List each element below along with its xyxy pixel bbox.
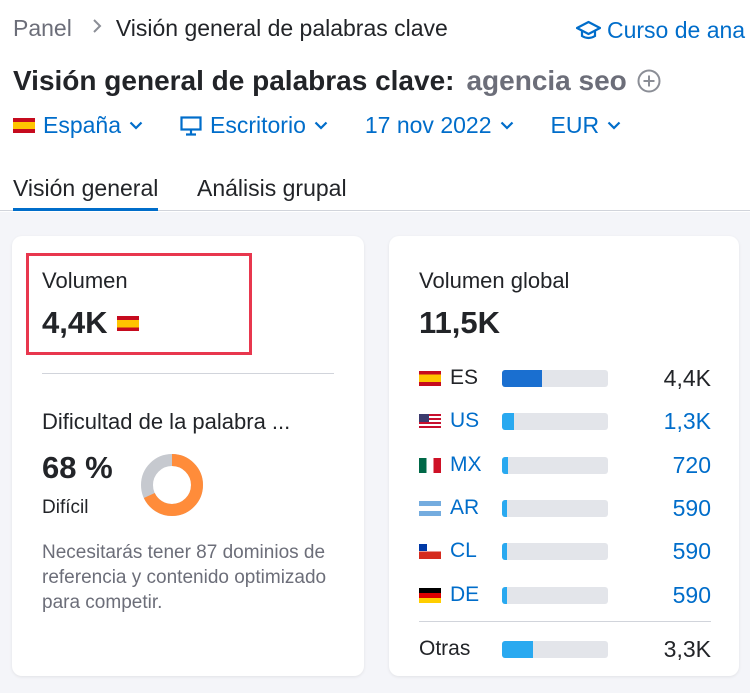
country-row-de[interactable]: DE 590 — [419, 580, 711, 610]
country-volume-bar — [502, 586, 608, 604]
spain-flag-icon — [13, 118, 35, 133]
country-code[interactable]: AR — [450, 496, 480, 519]
country-volume-bar — [502, 542, 608, 560]
mexico-flag-icon — [419, 457, 441, 473]
others-label: Otras — [419, 637, 471, 660]
currency-dropdown-label: EUR — [550, 112, 600, 138]
country-volume-value[interactable]: 1,3K — [663, 407, 711, 434]
keyword-difficulty-label: Dificultad de la palabra ... — [42, 409, 291, 434]
country-dropdown[interactable]: España — [13, 112, 143, 139]
breadcrumb-current: Visión general de palabras clave — [115, 15, 448, 41]
tab-overview[interactable]: Visión general — [13, 175, 159, 211]
chevron-down-icon — [500, 121, 513, 130]
page-title-text: Visión general de palabras clave: — [13, 65, 455, 96]
country-row-cl[interactable]: CL 590 — [419, 536, 711, 566]
others-value: 3,3K — [663, 635, 711, 662]
country-row-mx[interactable]: MX 720 — [419, 450, 711, 480]
global-volume-value: 11,5K — [419, 305, 501, 340]
breadcrumb-home-link[interactable]: Panel — [13, 15, 72, 41]
country-volume-bar-fill — [502, 456, 509, 474]
spain-flag-icon — [117, 315, 140, 331]
keyword-label: agencia seo — [466, 65, 627, 96]
filter-bar: España Escritorio 17 nov 2022 EUR — [13, 112, 658, 139]
volume-value: 4,4K — [42, 305, 108, 340]
country-volume-bar — [502, 456, 608, 474]
device-dropdown[interactable]: Escritorio — [180, 112, 328, 139]
country-row-us[interactable]: US 1,3K — [419, 406, 711, 436]
country-volume-bar-fill — [502, 412, 514, 430]
country-dropdown-label: España — [43, 112, 122, 138]
country-code[interactable]: CL — [450, 539, 477, 562]
tab-group-analysis[interactable]: Análisis grupal — [197, 175, 347, 201]
course-link[interactable]: Curso de ana — [576, 17, 745, 44]
volume-highlight — [26, 253, 252, 355]
country-volume-bar — [502, 499, 608, 517]
add-circle-icon[interactable] — [637, 69, 661, 93]
others-volume-bar — [502, 640, 608, 658]
chevron-down-icon — [607, 121, 621, 130]
tab-bar: Visión general Análisis grupal — [0, 175, 750, 211]
difficulty-donut-fill — [141, 454, 203, 516]
country-code[interactable]: MX — [450, 453, 482, 476]
chile-flag-icon — [419, 543, 441, 559]
country-row-ar[interactable]: AR 590 — [419, 493, 711, 523]
difficulty-donut-chart — [141, 454, 203, 516]
country-volume-bar-fill — [502, 586, 508, 604]
date-dropdown[interactable]: 17 nov 2022 — [365, 112, 514, 139]
chevron-right-icon — [92, 17, 102, 40]
country-volume-bar — [502, 369, 608, 387]
country-volume-bar — [502, 412, 608, 430]
keyword-difficulty-value: 68 % — [42, 450, 113, 485]
country-volume-value: 4,4K — [663, 364, 711, 391]
graduation-cap-icon — [576, 20, 601, 39]
others-volume-bar-fill — [502, 640, 533, 658]
volume-difficulty-card — [12, 236, 364, 676]
volume-label: Volumen — [42, 268, 128, 293]
spain-flag-icon — [419, 370, 441, 386]
country-code[interactable]: US — [450, 409, 480, 432]
chevron-down-icon — [314, 121, 328, 130]
usa-flag-icon — [419, 413, 441, 429]
country-volume-bar-fill — [502, 542, 508, 560]
chevron-down-icon — [129, 121, 143, 130]
date-dropdown-label: 17 nov 2022 — [364, 112, 492, 138]
country-volume-bar-fill — [502, 499, 508, 517]
country-row-es: ES 4,4K — [419, 363, 711, 393]
breadcrumb: Panel Visión general de palabras clave — [13, 15, 448, 42]
volume-value-row: 4,4K — [42, 305, 147, 341]
country-code: ES — [450, 366, 479, 389]
divider — [419, 621, 711, 622]
others-row: Otras 3,3K — [419, 634, 711, 664]
keyword-difficulty-level: Difícil — [42, 497, 89, 518]
device-dropdown-label: Escritorio — [210, 112, 306, 138]
country-volume-value[interactable]: 590 — [672, 494, 711, 521]
page-title: Visión general de palabras clave: agenci… — [13, 65, 661, 97]
country-volume-bar-fill — [502, 369, 543, 387]
global-volume-label: Volumen global — [419, 268, 570, 293]
keyword-difficulty-description: Necesitarás tener 87 dominios de referen… — [42, 542, 327, 613]
country-code[interactable]: DE — [450, 583, 480, 606]
country-volume-value[interactable]: 590 — [672, 537, 711, 564]
divider — [42, 373, 334, 374]
country-volume-value[interactable]: 590 — [672, 581, 711, 608]
desktop-icon — [180, 115, 202, 136]
germany-flag-icon — [419, 587, 441, 603]
argentina-flag-icon — [419, 500, 441, 516]
currency-dropdown[interactable]: EUR — [551, 112, 622, 139]
course-link-label: Curso de ana — [607, 17, 746, 43]
country-volume-value[interactable]: 720 — [672, 451, 711, 478]
